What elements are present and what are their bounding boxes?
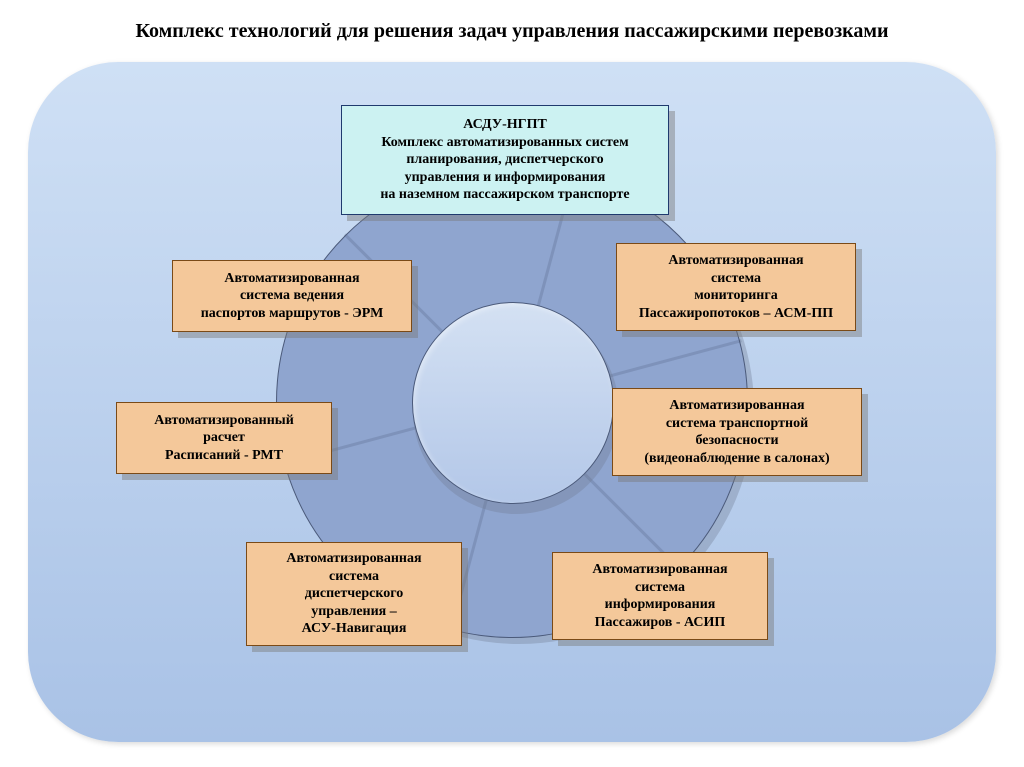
node-left_mid-line: Расписаний - РМТ: [165, 447, 283, 465]
node-right_upper-line: Автоматизированная: [668, 252, 803, 270]
node-left_upper-line: система ведения: [240, 287, 344, 305]
rounded-panel: АСДУ-НГПТКомплекс автоматизированных сис…: [28, 62, 996, 742]
node-right_upper-line: мониторинга: [694, 287, 777, 305]
node-left_lower: Автоматизированнаясистемадиспетчерскогоу…: [246, 542, 462, 646]
node-left_mid-line: Автоматизированный: [154, 412, 294, 430]
node-left_upper-line: паспортов маршрутов - ЭРМ: [201, 305, 384, 323]
ring-inner: [412, 302, 614, 504]
node-right_lower-line: система: [635, 579, 685, 597]
node-left_lower-line: управления –: [311, 603, 397, 621]
node-right_upper: АвтоматизированнаясистемамониторингаПасс…: [616, 243, 856, 331]
page-title: Комплекс технологий для решения задач уп…: [0, 20, 1024, 43]
node-left_upper-line: Автоматизированная: [224, 270, 359, 288]
node-right_mid-line: безопасности: [695, 432, 778, 450]
node-right_mid: Автоматизированнаясистема транспортнойбе…: [612, 388, 862, 476]
node-right_mid-line: Автоматизированная: [669, 397, 804, 415]
node-left_lower-line: система: [329, 568, 379, 586]
node-right_mid-line: система транспортной: [666, 415, 808, 433]
node-right_upper-line: Пассажиропотоков – АСМ-ПП: [639, 305, 833, 323]
node-top-line: АСДУ-НГПТ: [463, 116, 547, 134]
node-left_lower-line: АСУ-Навигация: [302, 620, 407, 638]
node-top-line: управления и информирования: [405, 169, 606, 187]
node-left_lower-line: диспетчерского: [305, 585, 404, 603]
node-left_upper: Автоматизированнаясистема веденияпаспорт…: [172, 260, 412, 332]
node-top-line: Комплекс автоматизированных систем: [381, 134, 628, 152]
node-top-line: на наземном пассажирском транспорте: [380, 186, 629, 204]
node-left_lower-line: Автоматизированная: [286, 550, 421, 568]
node-right_lower-line: Автоматизированная: [592, 561, 727, 579]
node-top: АСДУ-НГПТКомплекс автоматизированных сис…: [341, 105, 669, 215]
node-right_lower-line: Пассажиров - АСИП: [595, 614, 726, 632]
node-right_mid-line: (видеонаблюдение в салонах): [644, 450, 829, 468]
node-right_upper-line: система: [711, 270, 761, 288]
node-right_lower: АвтоматизированнаясистемаинформированияП…: [552, 552, 768, 640]
node-right_lower-line: информирования: [605, 596, 716, 614]
node-left_mid: АвтоматизированныйрасчетРасписаний - РМТ: [116, 402, 332, 474]
node-left_mid-line: расчет: [203, 429, 245, 447]
node-top-line: планирования, диспетчерского: [406, 151, 603, 169]
